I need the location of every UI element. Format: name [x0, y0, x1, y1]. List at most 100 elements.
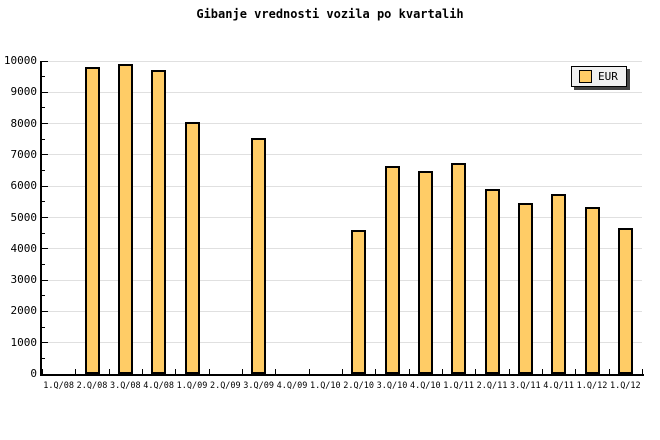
- x-axis-label: 3.Q/11: [509, 381, 541, 391]
- bar-3.Q/08-2: [117, 64, 133, 374]
- bar-4.Q/08-3: [151, 70, 167, 374]
- y-axis-minor-tick: [42, 232, 45, 234]
- x-axis-tick: [475, 369, 477, 374]
- x-axis-tick: [342, 369, 343, 374]
- x-axis-label: 2.Q/10: [343, 381, 375, 391]
- bar-1.Q/12-16: [584, 206, 600, 374]
- y-axis-major-tick: [42, 123, 48, 125]
- x-axis-label: 4.Q/09: [276, 381, 308, 391]
- x-axis-tick: [642, 369, 643, 374]
- x-axis-tick: [242, 369, 243, 374]
- x-axis-tick: [175, 369, 177, 374]
- y-axis-label: 0: [30, 367, 37, 380]
- y-axis-label: 1000: [10, 335, 38, 349]
- y-axis-label: 3000: [10, 273, 38, 287]
- bar-4.Q/10-11: [417, 170, 433, 374]
- x-axis-label: 2.Q/09: [209, 381, 241, 391]
- bar-2.Q/08-1: [84, 67, 100, 374]
- bar-1.Q/09-4: [184, 122, 200, 374]
- x-axis-label: 2.Q/08: [76, 381, 108, 391]
- y-axis-major-tick: [42, 154, 48, 156]
- y-axis-major-tick: [42, 217, 48, 218]
- y-axis-major-tick: [42, 60, 48, 62]
- y-axis-minor-tick: [42, 170, 45, 172]
- x-axis-label: 2.Q/11: [476, 381, 508, 391]
- x-axis-label: 1.Q/12: [609, 381, 641, 391]
- bar-3.Q/11-14: [517, 203, 533, 374]
- y-axis-major-tick: [42, 185, 48, 187]
- gridline: [42, 217, 642, 218]
- y-axis-minor-tick: [42, 76, 45, 78]
- x-axis-tick: [575, 369, 577, 374]
- y-axis-minor-tick: [42, 263, 45, 265]
- y-axis-major-tick: [42, 310, 48, 312]
- x-axis-tick: [542, 369, 543, 374]
- y-axis-label: 7000: [10, 147, 38, 161]
- x-axis-label: 3.Q/08: [109, 381, 141, 391]
- x-axis-tick: [108, 369, 110, 374]
- x-axis-tick: [142, 369, 143, 374]
- legend-swatch-eur: [579, 70, 592, 83]
- gridline: [42, 279, 642, 281]
- y-axis-minor-tick: [42, 107, 45, 109]
- x-axis-tick: [308, 369, 310, 374]
- x-axis-tick: [508, 369, 510, 374]
- y-axis-minor-tick: [42, 326, 45, 328]
- gridline: [42, 154, 642, 156]
- gridline: [42, 248, 642, 250]
- y-axis-minor-tick: [42, 357, 45, 359]
- legend-label-eur: EUR: [598, 70, 618, 83]
- bar-1.Q/11-12: [451, 162, 467, 374]
- x-axis-tick: [75, 369, 77, 374]
- y-axis-minor-tick: [42, 138, 45, 140]
- x-axis-tick: [442, 369, 443, 374]
- gridline: [42, 123, 642, 125]
- bar-1.Q/12-17: [617, 228, 633, 374]
- y-axis-label: 4000: [10, 241, 38, 255]
- x-axis-label: 1.Q/08: [43, 381, 75, 391]
- x-axis-tick: [375, 369, 377, 374]
- x-axis-label: 4.Q/08: [143, 381, 175, 391]
- gridline: [42, 60, 642, 62]
- y-axis-major-tick: [42, 248, 48, 250]
- y-axis-major-tick: [42, 91, 48, 93]
- x-axis-label: 1.Q/12: [576, 381, 608, 391]
- x-axis-tick: [275, 369, 277, 374]
- y-axis-label: 8000: [10, 116, 38, 130]
- y-axis-minor-tick: [42, 201, 45, 203]
- x-axis-label: 3.Q/09: [243, 381, 275, 391]
- gridline: [42, 310, 642, 312]
- y-axis-major-tick: [42, 279, 48, 281]
- y-axis-label: 10000: [3, 54, 37, 67]
- x-axis-line: [40, 374, 644, 376]
- gridline: [42, 342, 642, 344]
- x-axis-label: 1.Q/10: [309, 381, 341, 391]
- y-axis-major-tick: [42, 342, 48, 344]
- y-axis-label: 9000: [10, 85, 38, 99]
- x-axis-tick: [42, 369, 43, 374]
- x-axis-label: 4.Q/11: [543, 381, 575, 391]
- bar-2.Q/11-13: [484, 189, 500, 374]
- y-axis-minor-tick: [42, 295, 45, 297]
- bar-4.Q/11-15: [551, 194, 567, 374]
- gridline: [42, 91, 642, 93]
- gridline: [42, 185, 642, 187]
- bar-2.Q/10-9: [351, 230, 367, 374]
- legend: EUR: [571, 66, 627, 87]
- y-axis-major-tick: [42, 373, 48, 375]
- x-axis-tick: [608, 369, 610, 374]
- bar-3.Q/09-6: [251, 137, 267, 374]
- x-axis-label: 3.Q/10: [376, 381, 408, 391]
- y-axis-line: [40, 61, 42, 376]
- x-axis-label: 1.Q/09: [176, 381, 208, 391]
- y-axis-label: 2000: [10, 304, 38, 318]
- x-axis-tick: [208, 369, 210, 374]
- y-axis-label: 6000: [10, 179, 38, 193]
- x-axis-label: 1.Q/11: [443, 381, 475, 391]
- bar-3.Q/10-10: [384, 165, 400, 374]
- x-axis-label: 4.Q/10: [409, 381, 441, 391]
- x-axis-tick: [408, 369, 410, 374]
- chart-title: Gibanje vrednosti vozila po kvartalih: [196, 7, 464, 21]
- y-axis-label: 5000: [10, 210, 38, 224]
